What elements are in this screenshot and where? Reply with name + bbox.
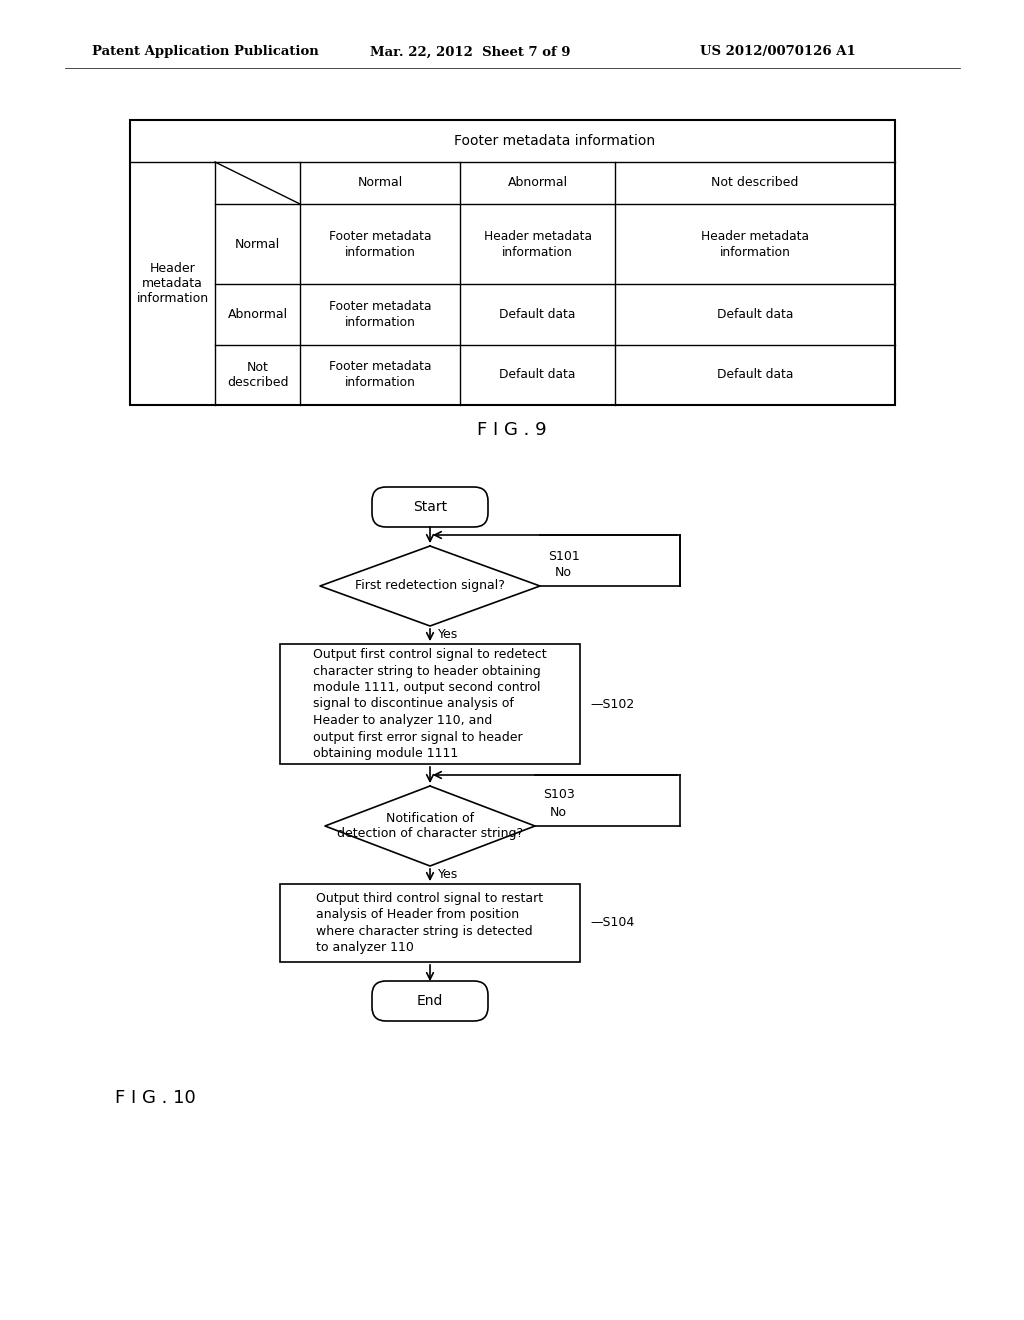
Text: Abnormal: Abnormal <box>227 308 288 321</box>
Text: Default data: Default data <box>717 308 794 321</box>
Bar <box>130 120 895 405</box>
Text: Mar. 22, 2012  Sheet 7 of 9: Mar. 22, 2012 Sheet 7 of 9 <box>370 45 570 58</box>
Text: Default data: Default data <box>500 368 575 381</box>
Text: Footer metadata
information: Footer metadata information <box>329 230 431 259</box>
Text: Header metadata
information: Header metadata information <box>483 230 592 259</box>
Text: F I G . 10: F I G . 10 <box>115 1089 196 1107</box>
Text: Normal: Normal <box>357 177 402 190</box>
Text: F I G . 9: F I G . 9 <box>477 421 547 440</box>
Text: Normal: Normal <box>234 238 281 251</box>
Text: Start: Start <box>413 500 447 513</box>
Text: Not described: Not described <box>712 177 799 190</box>
Text: Header
metadata
information: Header metadata information <box>136 261 209 305</box>
Text: —S104: —S104 <box>590 916 634 929</box>
Text: Default data: Default data <box>500 308 575 321</box>
Text: First redetection signal?: First redetection signal? <box>355 579 505 593</box>
Text: End: End <box>417 994 443 1008</box>
Text: US 2012/0070126 A1: US 2012/0070126 A1 <box>700 45 856 58</box>
Text: Output third control signal to restart
analysis of Header from position
where ch: Output third control signal to restart a… <box>316 892 544 954</box>
Polygon shape <box>325 785 535 866</box>
Bar <box>280 644 580 764</box>
Text: Footer metadata information: Footer metadata information <box>455 135 655 148</box>
Text: No: No <box>555 565 572 578</box>
FancyBboxPatch shape <box>372 487 488 527</box>
Polygon shape <box>319 546 540 626</box>
FancyBboxPatch shape <box>372 981 488 1020</box>
Text: Yes: Yes <box>438 628 459 642</box>
Text: Patent Application Publication: Patent Application Publication <box>92 45 318 58</box>
Text: Header metadata
information: Header metadata information <box>701 230 809 259</box>
Text: S103: S103 <box>543 788 574 800</box>
Text: Not
described: Not described <box>226 360 288 389</box>
Text: Footer metadata
information: Footer metadata information <box>329 300 431 329</box>
Text: Default data: Default data <box>717 368 794 381</box>
Text: Output first control signal to redetect
character string to header obtaining
mod: Output first control signal to redetect … <box>313 648 547 760</box>
Text: —S102: —S102 <box>590 697 634 710</box>
Text: No: No <box>550 805 567 818</box>
Text: Yes: Yes <box>438 869 459 882</box>
Text: S101: S101 <box>548 549 580 562</box>
Text: Footer metadata
information: Footer metadata information <box>329 360 431 389</box>
Text: Abnormal: Abnormal <box>508 177 567 190</box>
Text: Notification of
detection of character string?: Notification of detection of character s… <box>337 812 523 840</box>
Bar <box>280 884 580 962</box>
